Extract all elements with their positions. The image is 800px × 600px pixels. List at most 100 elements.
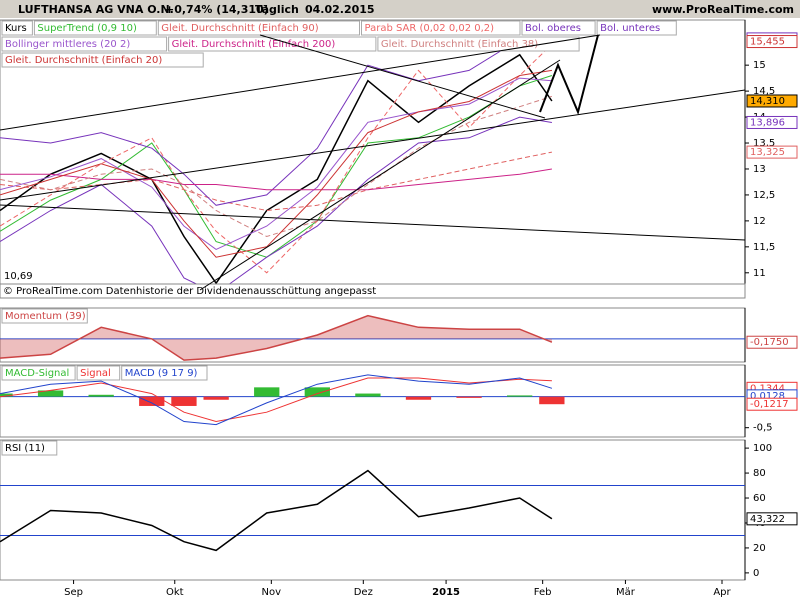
line (0, 95, 553, 238)
trendlines (0, 34, 746, 291)
value-box (746, 397, 798, 411)
y-tick-label: 60 (753, 493, 766, 504)
value-box (746, 512, 798, 526)
legend-box (596, 20, 677, 36)
bar (539, 396, 565, 405)
y-tick-label: 14,5 (753, 86, 775, 97)
legend-entry: Signal (80, 368, 111, 379)
value-box (746, 145, 798, 159)
legend-entry: Bol. unteres (600, 23, 660, 34)
legend-box (76, 365, 121, 381)
line (0, 469, 553, 552)
legend-entry: Bol. oberes (525, 23, 581, 34)
legend-box (1, 308, 88, 324)
value-label: 13,325 (750, 147, 785, 158)
y-tick-label: -0,5 (753, 423, 773, 434)
x-tick-label: Feb (534, 587, 552, 598)
bar (88, 394, 114, 397)
legend-box (168, 36, 377, 52)
legend-entry: SuperTrend (0,9 10) (37, 23, 137, 34)
value-box (746, 35, 798, 49)
line (0, 53, 553, 285)
forecast-arrow (539, 34, 599, 116)
legend-entry: Gleit. Durchschnitt (Einfach 38) (381, 39, 538, 50)
line (0, 168, 552, 191)
legend-entry: Momentum (39) (5, 311, 86, 322)
y-tick-label: 13,5 (753, 138, 775, 149)
value-label: 0,0128 (750, 391, 785, 402)
y-tick-label: 12,5 (753, 190, 775, 201)
legend-box (33, 20, 157, 36)
site: www.ProRealTime.com (652, 3, 794, 16)
x-tick-label: Apr (713, 587, 731, 598)
line (0, 374, 553, 426)
legend-entry: MACD (9 17 9) (125, 368, 198, 379)
legend-box (1, 36, 168, 52)
bar (254, 387, 280, 397)
footer-bg (0, 283, 746, 299)
trendline (199, 59, 561, 291)
panels: 1111,51212,51313,51414,515KursSuperTrend… (0, 19, 798, 598)
x-tick-label: Mär (616, 587, 636, 598)
footer: © ProRealTime.com Datenhistorie der Divi… (3, 286, 376, 297)
y-tick-label: 11,5 (753, 242, 775, 253)
x-tick-label: Nov (262, 587, 282, 598)
legend-entry: Parab SAR (0,02 0,02 0,2) (365, 23, 495, 34)
legend-entry: MACD-Signal (5, 368, 69, 379)
value-label: -0,1750 (750, 337, 789, 348)
x-tick-label: Okt (166, 587, 184, 598)
y-tick-label: 20 (753, 543, 766, 554)
legend-box (377, 36, 580, 52)
legend-box (1, 365, 76, 381)
line (0, 77, 552, 250)
legend-box (1, 52, 204, 68)
value-label: 14,310 (750, 96, 785, 107)
line (0, 38, 552, 206)
value-box (746, 335, 798, 349)
panel (0, 439, 746, 581)
bar (507, 395, 533, 397)
value-label: 0,1344 (750, 383, 785, 394)
y-tick-label: 80 (753, 468, 766, 479)
trendline (0, 89, 746, 201)
bar (355, 393, 381, 397)
bar (405, 396, 432, 400)
x-tick-label: Sep (64, 587, 83, 598)
y-tick-label: 13 (753, 164, 766, 175)
trendline (259, 34, 546, 119)
trendline (0, 204, 746, 241)
value-label: 13,896 (750, 117, 785, 128)
bar (456, 396, 482, 398)
value-label: 15,455 (750, 37, 785, 48)
trendline (0, 34, 601, 131)
line (0, 116, 552, 295)
legend-entry: RSI (11) (5, 443, 45, 454)
y-tick-label: 0 (753, 568, 759, 579)
change: +0,74% (14,310) (165, 3, 269, 16)
chart-title: LUFTHANSA AG VNA O.N. (18, 3, 174, 16)
value-box (746, 94, 798, 108)
x-tick-label: Dez (354, 587, 373, 598)
y-tick-label: 100 (753, 443, 772, 454)
y-tick-label: 11 (753, 268, 766, 279)
legend-entry: Gleit. Durchschnitt (Einfach 200) (172, 39, 336, 50)
bar (203, 396, 229, 400)
bar (139, 396, 165, 406)
legend-entry: Bollinger mittleres (20 2) (5, 39, 130, 50)
legend-box (1, 440, 58, 456)
bar (37, 390, 64, 397)
bar (0, 393, 13, 397)
legend-box (1, 20, 33, 36)
legend-box (157, 20, 360, 36)
x-tick-label: 2015 (432, 587, 460, 598)
legend-entry: Gleit. Durchschnitt (Einfach 90) (161, 23, 318, 34)
y-tick-label: 12 (753, 216, 766, 227)
y-tick-label: 15 (753, 60, 766, 71)
legend-box (361, 20, 521, 36)
period: Täglich (255, 3, 299, 16)
line (0, 44, 553, 274)
value-box (746, 115, 798, 129)
date: 04.02.2015 (305, 3, 375, 16)
